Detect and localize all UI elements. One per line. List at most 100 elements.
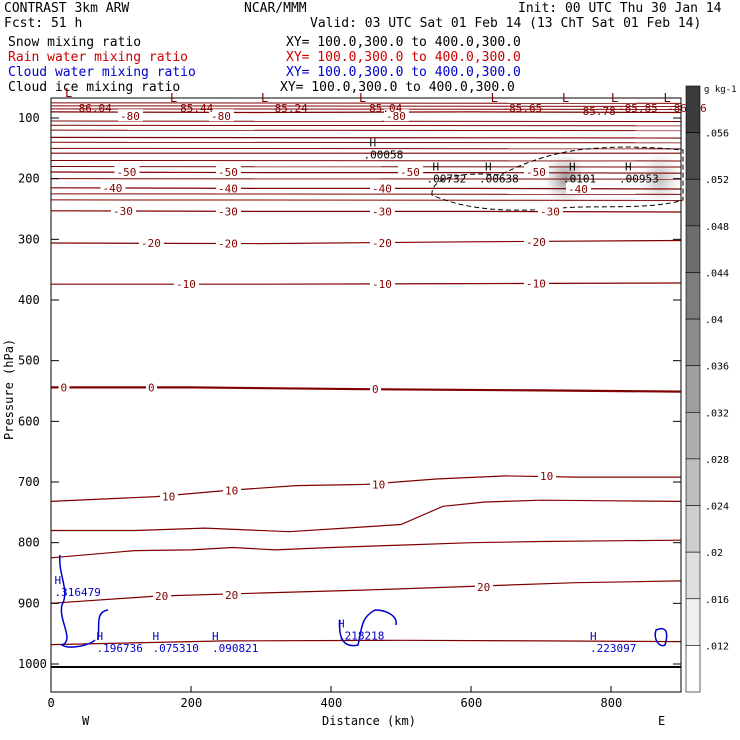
colorbar-swatch	[685, 85, 701, 133]
field-cloudwater-name: Cloud water mixing ratio	[8, 65, 196, 80]
temperature-contours	[50, 102, 682, 646]
water-high-value: .223097	[590, 642, 636, 655]
ice-high-value: .00732	[427, 173, 467, 186]
init-time: Init: 00 UTC Thu 30 Jan 14	[518, 1, 722, 16]
low-value: -85.85	[618, 102, 658, 115]
isotherm-label-bg	[216, 164, 241, 177]
water-cloud-outline-1	[59, 554, 96, 648]
water-cloud-outline-2	[97, 609, 109, 641]
colorbar-swatch	[685, 225, 701, 273]
isotherm-line	[50, 120, 682, 123]
forecast-hour: Fcst: 51 h	[4, 16, 83, 31]
isotherm-line	[50, 539, 682, 559]
low-marker: L	[664, 91, 671, 105]
isotherm-label: -80	[120, 110, 140, 123]
isotherm-label-bg	[160, 489, 178, 502]
isotherm-label-bg	[100, 180, 126, 193]
isotherm-label: -40	[568, 183, 588, 196]
colorbar-unit: g kg-1	[704, 85, 737, 95]
isotherm-line	[50, 159, 682, 162]
isotherm-line	[50, 108, 682, 110]
isotherm-label: -10	[372, 278, 392, 291]
colorbar-label: .052	[705, 175, 729, 186]
isotherm-label-bg	[524, 164, 549, 177]
isotherm-label: -50	[218, 166, 238, 179]
isotherm-label-bg	[223, 587, 241, 600]
isotherm-line	[50, 580, 682, 604]
isotherm-label-bg	[538, 204, 563, 217]
colorbar-label: .024	[705, 502, 729, 513]
isotherm-label-bg	[370, 277, 395, 290]
isotherm-label-bg	[174, 277, 199, 290]
low-value: -85.04	[363, 102, 403, 115]
isotherm-label-bg	[524, 234, 549, 247]
low-value: -85.78	[576, 105, 616, 118]
y-tick-label: 700	[18, 475, 40, 489]
y-tick-label: 100	[18, 111, 40, 125]
y-tick-label: 600	[18, 414, 40, 428]
x-tick-label: 400	[321, 696, 343, 710]
isotherm-label: -30	[113, 205, 133, 218]
isotherm-label: 10	[540, 470, 553, 483]
isotherm-line	[50, 639, 682, 646]
colorbar-swatch	[685, 412, 701, 460]
colorbar-swatch	[685, 551, 701, 600]
isotherm-line	[50, 105, 682, 107]
isotherm-label-bg	[139, 235, 164, 248]
field-rain-name: Rain water mixing ratio	[8, 50, 189, 65]
isotherm-label: 20	[155, 590, 168, 603]
water-high-value: .218218	[338, 630, 384, 643]
isotherm-line	[50, 136, 682, 139]
isotherm-label: 10	[225, 484, 238, 497]
low-value: -85.65	[503, 102, 543, 115]
isotherm-label-bg	[398, 164, 423, 177]
isotherm-label-bg	[384, 109, 409, 122]
isotherm-line	[50, 171, 682, 174]
y-axis-label: Pressure (hPa)	[2, 339, 16, 440]
isotherm-label: -20	[141, 237, 161, 250]
low-marker: L	[359, 91, 366, 105]
east-label: E	[658, 714, 665, 728]
isotherm-line	[50, 129, 682, 132]
ice-high-marker: H	[569, 161, 576, 174]
valid-time: Valid: 03 UTC Sat 01 Feb 14 (13 ChT Sat …	[310, 16, 702, 31]
isotherm-line	[50, 475, 681, 502]
isotherm-label: -10	[526, 278, 546, 291]
isotherm-line	[51, 282, 682, 285]
isotherm-label-bg	[370, 181, 395, 194]
ice-high-value: .00953	[619, 173, 659, 186]
colorbar-label: .048	[705, 222, 729, 233]
isotherm-label: 0	[148, 381, 155, 394]
contour-labels: -80 -80 -80 -50 -50 -50 -50 -40 -40 -40 -40 -30 -30 -…	[55, 86, 707, 655]
cloud-outlines	[59, 146, 684, 648]
low-marker: L	[65, 86, 72, 100]
colorbar-swatch	[685, 318, 701, 366]
colorbar-label: .056	[705, 129, 729, 140]
ice-high-marker: H	[485, 161, 492, 174]
water-high-value: .075310	[153, 642, 199, 655]
isotherm-label-bg	[370, 477, 388, 490]
isotherm-label: 10	[162, 491, 175, 504]
isotherm-label-bg	[216, 181, 241, 194]
isotherm-line	[50, 141, 682, 144]
water-cloud-outline-4	[654, 628, 668, 647]
water-high-marker: H	[212, 630, 219, 643]
low-marker: L	[491, 91, 498, 105]
isotherm-label-bg	[566, 181, 591, 194]
field-snow-name: Snow mixing ratio	[8, 35, 142, 50]
isotherm-label-bg	[370, 235, 395, 248]
y-tick-label: 300	[18, 232, 40, 246]
y-tick-label: 200	[18, 172, 40, 186]
colorbar-swatch	[685, 505, 701, 553]
colorbar-label: .032	[705, 408, 729, 419]
isotherm-label: 0	[61, 381, 68, 394]
isotherm-label-bg	[118, 109, 143, 122]
water-high-marker: H	[590, 630, 597, 643]
colorbar-label: .044	[705, 268, 729, 279]
low-marker: L	[611, 91, 618, 105]
colorbar-swatch	[685, 458, 701, 506]
low-marker: L	[261, 91, 268, 105]
field-snow-xy: XY= 100.0,300.0 to 400.0,300.0	[286, 35, 521, 50]
